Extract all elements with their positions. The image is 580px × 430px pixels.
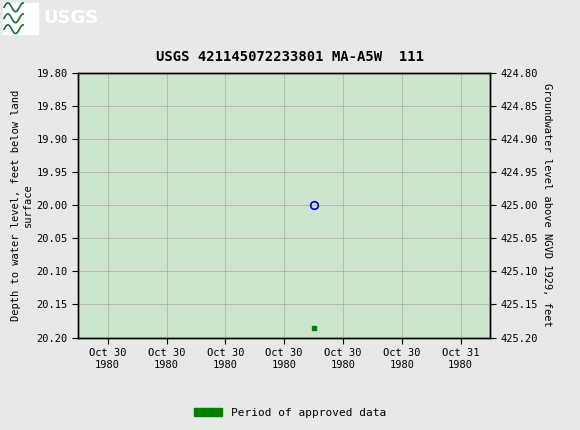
FancyBboxPatch shape — [3, 3, 38, 34]
Text: USGS: USGS — [44, 9, 99, 27]
Legend: Period of approved data: Period of approved data — [190, 403, 390, 422]
Y-axis label: Depth to water level, feet below land
surface: Depth to water level, feet below land su… — [11, 90, 32, 321]
Y-axis label: Groundwater level above NGVD 1929, feet: Groundwater level above NGVD 1929, feet — [542, 83, 552, 327]
Text: USGS 421145072233801 MA-A5W  111: USGS 421145072233801 MA-A5W 111 — [156, 49, 424, 64]
